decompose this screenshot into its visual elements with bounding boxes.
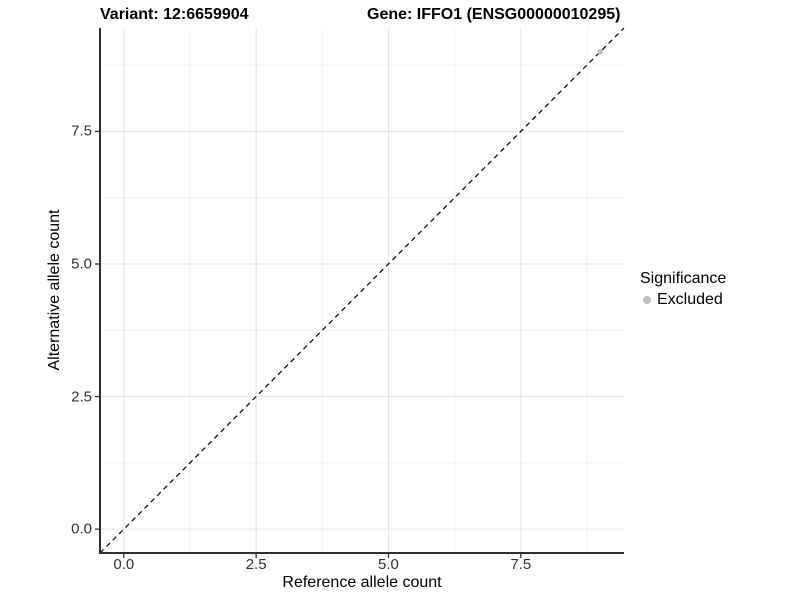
data-point-excluded (597, 49, 603, 55)
x-tick-label: 5.0 (378, 556, 399, 573)
x-tick-label: 7.5 (510, 556, 532, 573)
legend-entry-label: Excluded (657, 291, 723, 308)
y-tick-label: 7.5 (71, 122, 92, 140)
identity-dashed-line (99, 27, 625, 554)
y-tick-label: 2.5 (71, 388, 92, 406)
y-tick-label: 5.0 (71, 255, 92, 273)
x-tick-label: 0.0 (113, 556, 135, 573)
excluded-point-icon (643, 296, 651, 304)
legend: Significance Excluded (640, 270, 726, 309)
x-tick-label: 2.5 (245, 556, 267, 573)
gene-title: Gene: IFFO1 (ENSG00000010295) (367, 6, 621, 23)
y-axis-title: Alternative allele count (46, 209, 63, 371)
legend-entry-excluded: Excluded (643, 291, 726, 309)
variant-title: Variant: 12:6659904 (100, 6, 249, 23)
y-tick-label: 0.0 (71, 520, 92, 538)
legend-title: Significance (640, 270, 727, 287)
x-axis-title: Reference allele count (282, 574, 442, 591)
